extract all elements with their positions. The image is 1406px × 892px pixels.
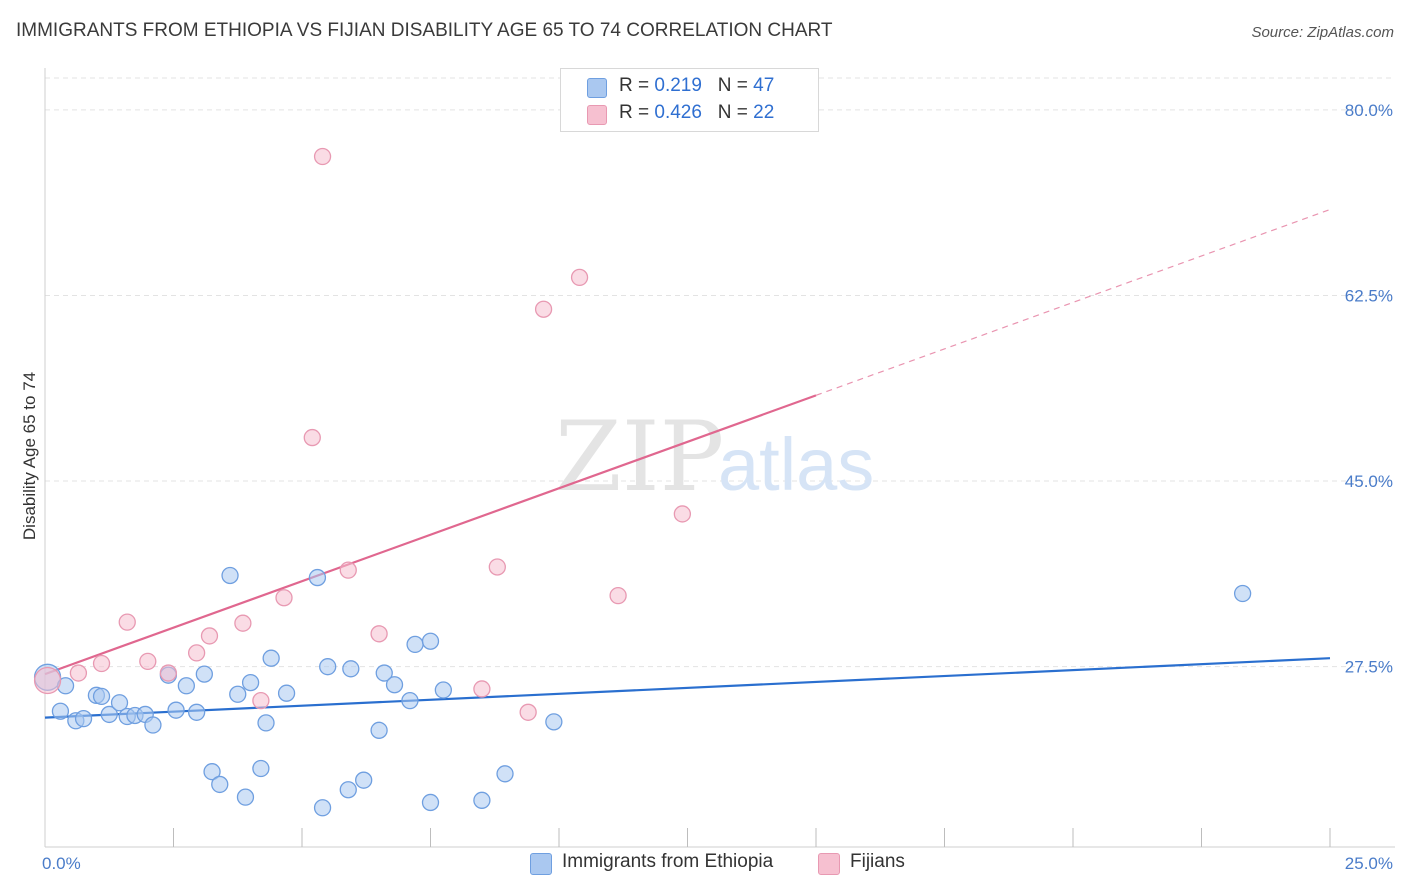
ethiopia-point [421,632,440,650]
fijian-point [187,644,206,662]
fijian-point [33,666,62,695]
fijian-point [139,652,157,671]
ethiopia-point [277,684,296,702]
legend-swatch-blue [530,853,552,875]
fijian-point [609,586,627,605]
fijian-point [69,664,88,682]
ethiopia-point [308,568,327,587]
legend-swatch-pink [587,105,607,125]
ethiopia-point [51,702,70,720]
ethiopia-point [319,658,337,676]
legend-label: Immigrants from Ethiopia [562,851,774,872]
ethiopia-point [144,716,162,734]
fijian-point [339,561,357,579]
ethiopia-point [1233,584,1252,603]
ethiopia-point [496,765,514,783]
fijian-trend-extension [815,208,1331,396]
correlation-legend: R = 0.219 N = 47 R = 0.426 N = 22 [560,68,819,132]
fijian-point [534,300,553,318]
ethiopia-point [195,665,213,683]
n-value: 22 [753,102,775,123]
ethiopia-point [370,721,388,739]
data-points [33,147,1252,817]
r-label: R = [619,75,655,96]
fijian-point [252,691,270,710]
legend-text: R = 0.426 N = 22 [619,102,774,124]
ethiopia-point [385,676,404,694]
watermark-zip: ZIP [555,401,724,513]
legend-text: R = 0.219 N = 47 [619,75,774,97]
ethiopia-point [167,701,185,719]
fijian-point [118,613,136,631]
ethiopia-point [434,681,453,699]
fijian-point [488,558,506,576]
fijian-point [570,268,589,287]
ethiopia-point [339,781,357,799]
n-label: N = [717,102,754,123]
ethiopia-point [262,649,280,667]
fijian-point [92,654,111,673]
legend-label: Fijians [850,851,905,872]
ethiopia-point [313,799,332,817]
ethiopia-point [110,694,129,712]
fijian-point [519,703,537,721]
x-tick-label: 25.0% [1345,854,1393,873]
chart-title: IMMIGRANTS FROM ETHIOPIA VS FIJIAN DISAB… [16,20,833,41]
fijian-point [473,680,491,698]
grid [45,77,1395,668]
y-axis-title: Disability Age 65 to 74 [20,372,39,540]
r-value: 0.426 [654,102,702,123]
ethiopia-point [203,763,221,781]
r-label: R = [619,102,655,123]
fijian-point [200,627,219,645]
legend-swatch-pink [818,853,840,875]
y-tick-label: 27.5% [1345,658,1393,677]
ethiopia-point [545,713,563,731]
fijian-point [275,589,293,607]
source-label: Source: ZipAtlas.com [1251,24,1394,41]
fijian-point [234,614,252,632]
fijian-trend-line [44,394,817,676]
watermark-atlas: atlas [718,423,874,506]
fijian-point [313,147,332,166]
fijian-point [159,664,178,682]
ethiopia-point [401,691,419,710]
ethiopia-point [100,705,118,724]
y-tick-label: 62.5% [1345,286,1393,305]
ethiopia-point [421,793,440,812]
tick-labels: 27.5% 45.0% 62.5% 80.0% 0.0% 25.0% [42,101,1393,873]
n-label: N = [717,75,754,96]
ethiopia-point [221,566,239,585]
y-tick-label: 45.0% [1345,472,1393,491]
r-value: 0.219 [654,75,702,96]
ethiopia-point [92,687,111,706]
ethiopia-point [406,635,424,654]
fijian-point [303,428,321,447]
ethiopia-point [241,673,260,692]
x-tick-label: 0.0% [42,854,81,873]
ethiopia-point [252,759,270,778]
ethiopia-point [473,791,491,809]
n-value: 47 [753,75,775,96]
y-tick-label: 80.0% [1345,101,1393,120]
fijian-point [370,625,388,643]
ethiopia-point [187,703,206,721]
ethiopia-point [375,664,393,682]
ethiopia-point [177,677,196,695]
legend-swatch-blue [587,78,607,98]
ethiopia-point [229,685,247,703]
ethiopia-point [355,771,373,789]
ethiopia-point [236,788,255,806]
watermark: ZIP atlas [555,401,874,513]
ethiopia-point [211,775,229,794]
ethiopia-point [257,714,275,732]
ethiopia-point [342,660,360,678]
ethiopia-point [74,710,93,728]
fijian-point [673,505,692,523]
